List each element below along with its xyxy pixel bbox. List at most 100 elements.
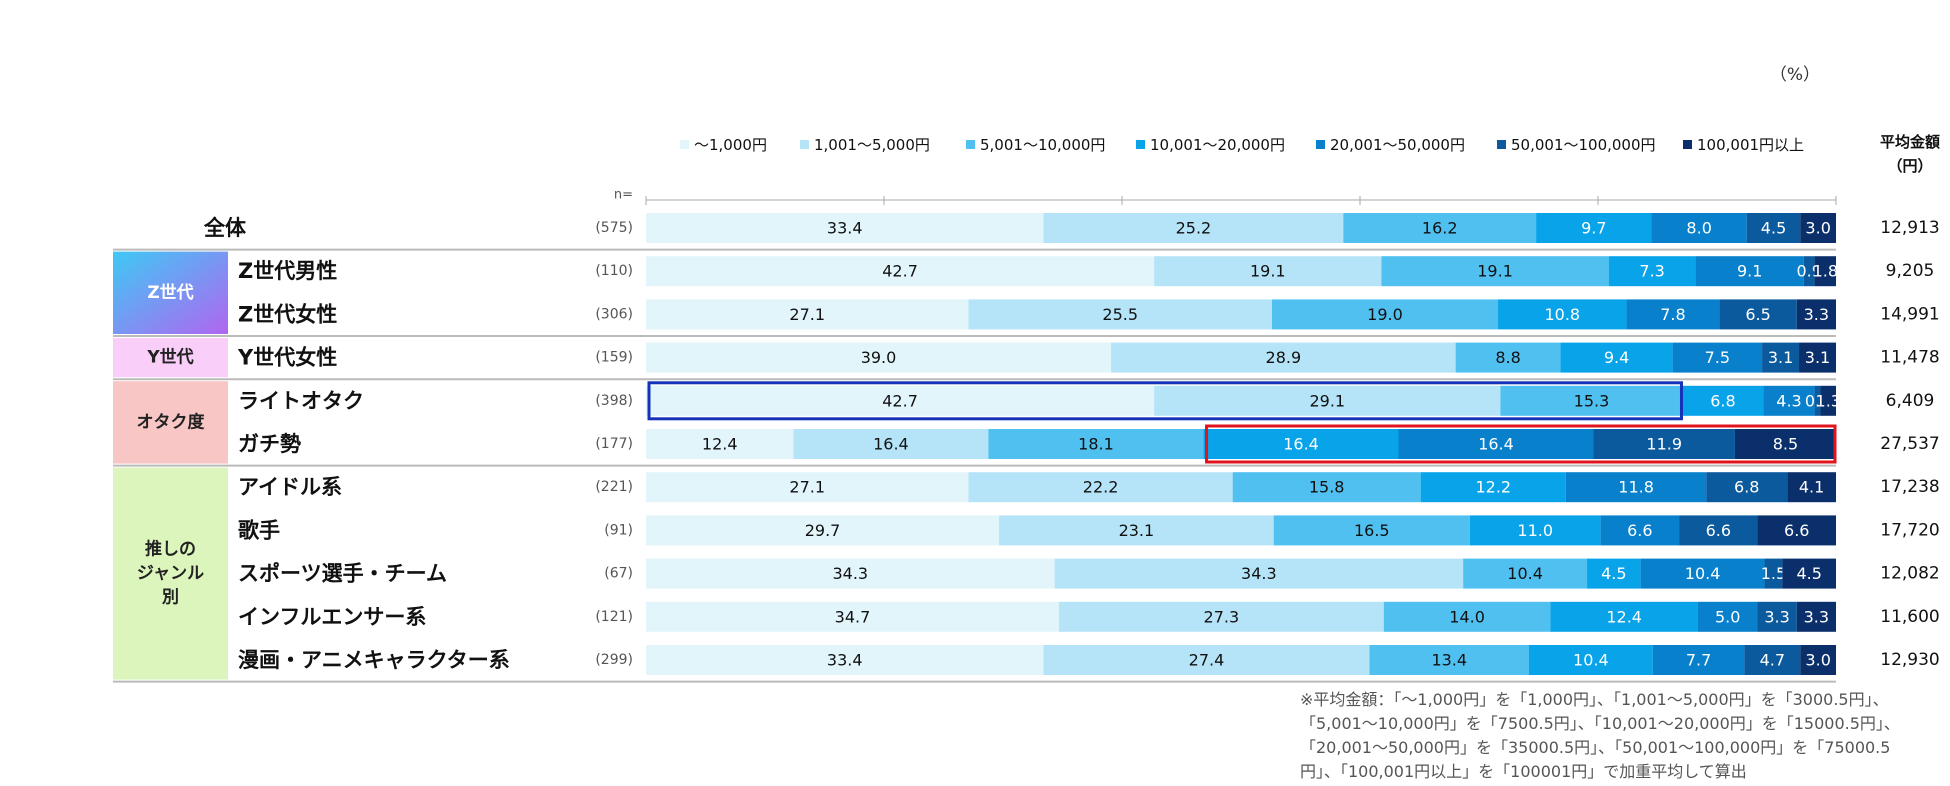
group-box: [113, 467, 228, 680]
legend-swatch: [966, 140, 975, 149]
bar-label: 13.4: [1431, 651, 1467, 670]
bar-segment: [793, 429, 989, 459]
bar-label: 29.7: [805, 521, 841, 540]
bar-label: 9.7: [1581, 219, 1606, 238]
group-box: [113, 338, 228, 378]
row-avg: 17,238: [1880, 477, 1939, 497]
bar-label: 11.0: [1517, 521, 1553, 540]
row-avg: 27,537: [1880, 434, 1939, 454]
bar-segment: [1608, 256, 1696, 287]
row-label: 漫画・アニメキャラクター系: [238, 648, 510, 672]
bar-segment: [968, 472, 1233, 503]
legend-swatch: [800, 140, 809, 149]
row-label: Z世代男性: [238, 259, 337, 283]
row-label: アイドル系: [238, 475, 342, 499]
row-n: (110): [595, 263, 633, 279]
bar-segment: [1600, 515, 1680, 546]
row-label: インフルエンサー系: [238, 605, 426, 629]
bar-label: 27.3: [1204, 607, 1240, 626]
bar-segment: [1640, 558, 1765, 589]
bar-segment: [1799, 342, 1836, 373]
bar-segment: [1744, 645, 1801, 675]
bar-label: 3.3: [1804, 305, 1829, 324]
avg-header-unit: （円）: [1887, 157, 1932, 175]
row-avg: 14,991: [1880, 304, 1939, 324]
legend-swatch: [1136, 140, 1145, 149]
bar-segment: [1054, 558, 1464, 589]
bar-segment: [1787, 472, 1836, 503]
bar-segment: [1651, 213, 1747, 243]
bar-label: 12.2: [1475, 478, 1511, 497]
bar-segment: [1695, 256, 1804, 287]
legend-label: 100,001円以上: [1697, 136, 1804, 154]
bar-label: 39.0: [861, 348, 897, 367]
bar-segment: [646, 385, 1155, 416]
bar-label: 1.5: [1761, 564, 1786, 583]
bar-segment: [646, 558, 1055, 589]
bar-segment: [1796, 601, 1836, 632]
legend-label: 10,001～20,000円: [1150, 136, 1285, 154]
legend-swatch: [1683, 140, 1692, 149]
bar-segment: [1383, 601, 1551, 632]
legend-swatch: [1316, 140, 1325, 149]
row-n: (306): [595, 306, 633, 322]
row-avg: 12,913: [1880, 218, 1939, 238]
bar-label: 27.1: [789, 478, 825, 497]
bar-label: 5.0: [1715, 607, 1740, 626]
group-label: Z世代: [147, 282, 193, 303]
bar-segment: [1343, 213, 1537, 243]
bar-segment: [1420, 472, 1566, 503]
bar-label: 6.8: [1710, 391, 1735, 410]
bar-label: 3.0: [1805, 219, 1830, 238]
bar-label: 6.8: [1734, 478, 1759, 497]
bar-label: 33.4: [827, 651, 863, 670]
group-label: ジャンル: [137, 564, 204, 584]
bar-segment: [1820, 385, 1836, 416]
bar-label: 11.9: [1646, 435, 1682, 454]
bar-segment: [1565, 472, 1707, 503]
legend-swatch: [1497, 140, 1506, 149]
bar-label: 7.3: [1639, 262, 1664, 281]
bar-segment: [1652, 645, 1745, 675]
bar-label: 3.1: [1805, 348, 1830, 367]
bar-segment: [1369, 645, 1529, 675]
bar-segment: [1706, 472, 1788, 503]
bar-label: 3.0: [1805, 651, 1830, 670]
row-avg: 12,082: [1880, 564, 1939, 584]
bar-segment: [1528, 645, 1653, 675]
bar-label: 7.5: [1705, 348, 1730, 367]
bar-label: 23.1: [1119, 521, 1155, 540]
bar-segment: [1757, 515, 1836, 546]
bar-label: 7.7: [1686, 651, 1711, 670]
legend-label: ～1,000円: [694, 136, 767, 154]
bar-label: 27.4: [1189, 651, 1225, 670]
bar-label: 4.3: [1776, 391, 1801, 410]
highlight-box: [1205, 424, 1837, 464]
row-label: スポーツ選手・チーム: [238, 562, 447, 586]
row-avg: 11,600: [1880, 607, 1939, 627]
bar-segment: [1803, 256, 1815, 287]
bar-label: 10.4: [1507, 564, 1543, 583]
bar-segment: [1593, 429, 1735, 459]
row-avg: 9,205: [1886, 261, 1935, 281]
bar-label: 22.2: [1083, 478, 1119, 497]
bar-segment: [646, 213, 1044, 243]
bar-label: 6.6: [1627, 521, 1652, 540]
bar-label: 34.7: [835, 607, 871, 626]
bar-label: 33.4: [827, 219, 863, 238]
bar-label: 34.3: [1241, 564, 1277, 583]
row-label: Y世代女性: [237, 346, 337, 370]
legend-label: 20,001～50,000円: [1330, 136, 1465, 154]
row-label: 全体: [203, 216, 247, 240]
bar-label: 1.3: [1816, 391, 1841, 410]
bar-segment: [1111, 342, 1456, 373]
bar-label: 16.4: [873, 435, 909, 454]
row-label: ガチ勢: [238, 432, 301, 456]
bar-segment: [1058, 601, 1384, 632]
bar-label: 16.4: [1478, 435, 1514, 454]
bar-segment: [1814, 385, 1821, 416]
bar-segment: [646, 601, 1059, 632]
bar-label: 9.4: [1604, 348, 1629, 367]
row-n: (575): [595, 220, 633, 236]
bar-label: 28.9: [1266, 348, 1302, 367]
